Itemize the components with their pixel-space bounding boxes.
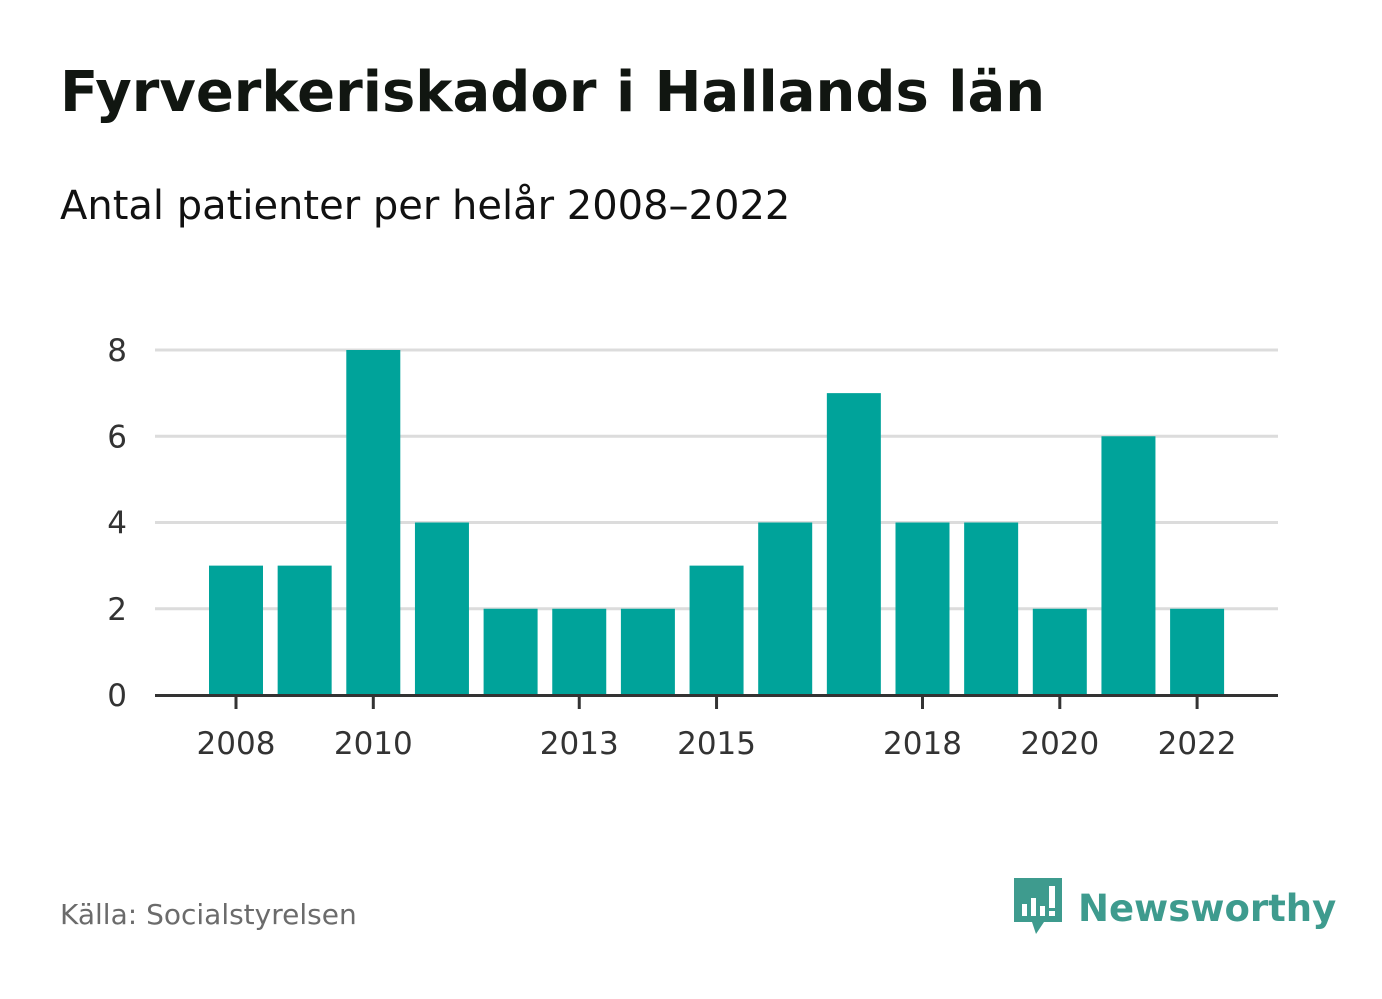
bar-2010 (346, 350, 401, 695)
bar-2013 (552, 608, 607, 695)
bar-2012 (483, 608, 538, 695)
bar-chart: 0 2 4 6 8 2008 2010 2013 2015 2018 2020 2022 (107, 333, 1278, 762)
bar-2021 (1101, 436, 1156, 695)
bars (209, 350, 1225, 695)
bar-2009 (277, 565, 332, 695)
chart-title: Fyrverkeriskador i Hallands län (60, 60, 1046, 125)
bar-2017 (826, 393, 881, 695)
source-note: Källa: Socialstyrelsen (60, 898, 357, 931)
bar-2008 (209, 565, 263, 695)
chart-subtitle: Antal patienter per helår 2008–2022 (60, 183, 791, 229)
bar-2015 (689, 565, 744, 695)
bar-2016 (758, 522, 813, 695)
y-tick-label: 6 (107, 419, 127, 455)
bar-2011 (414, 522, 469, 695)
x-tick-label: 2008 (197, 726, 276, 762)
bar-2020 (1032, 608, 1087, 695)
brand-name: Newsworthy (1078, 886, 1337, 930)
y-tick-label: 4 (107, 506, 127, 542)
x-tick-label: 2020 (1020, 726, 1099, 762)
bar-2019 (964, 522, 1019, 695)
x-tick-label: 2022 (1158, 726, 1237, 762)
brand-logo: Newsworthy (1012, 876, 1336, 940)
x-tick-label: 2015 (677, 726, 756, 762)
y-tick-label: 0 (107, 678, 127, 714)
x-tick-label: 2013 (540, 726, 619, 762)
y-tick-label: 8 (107, 333, 127, 369)
bar-2018 (895, 522, 950, 695)
newsworthy-logo-icon (1012, 876, 1064, 940)
x-tick-label: 2010 (334, 726, 413, 762)
x-tick-label: 2018 (883, 726, 962, 762)
axes: 0 2 4 6 8 2008 2010 2013 2015 2018 2020 2022 (107, 333, 1278, 762)
y-tick-label: 2 (107, 592, 127, 628)
bar-2022 (1170, 608, 1225, 695)
bar-2014 (620, 608, 675, 695)
